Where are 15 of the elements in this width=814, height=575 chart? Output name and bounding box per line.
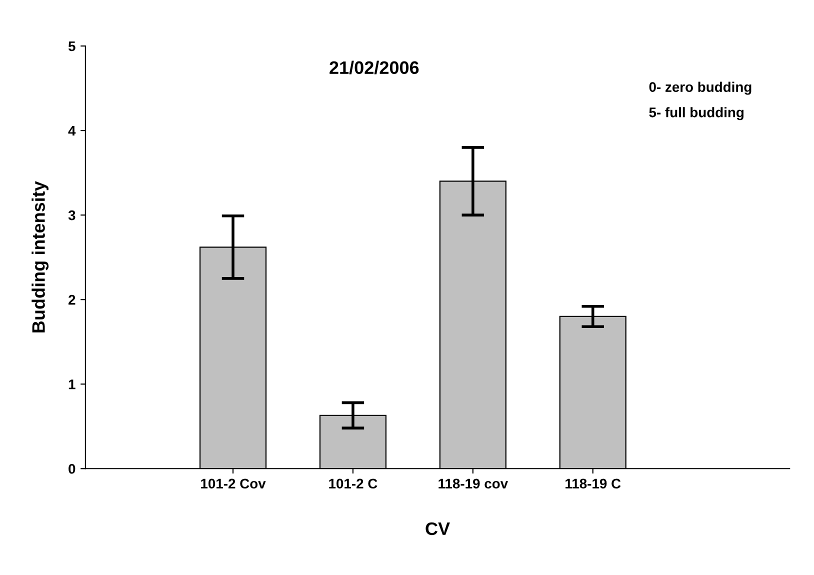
y-tick-label: 1 <box>68 380 76 390</box>
text: 21/02/2006 <box>330 60 419 74</box>
x-tick-label: 118-19 cov <box>438 478 508 489</box>
x-tick-label: 101-2 C <box>329 478 378 489</box>
y-tick-label: 4 <box>68 126 76 136</box>
x-tick-label: 101-2 Cov <box>201 478 266 489</box>
x-axis-title: CV <box>426 522 450 536</box>
y-tick-label: 0 <box>68 464 76 474</box>
annotation: 0- zero budding <box>649 82 752 95</box>
annotation: 5- full budding <box>649 107 744 120</box>
x-tick-label: 118-19 C <box>566 478 621 489</box>
y-tick-label: 2 <box>68 294 76 305</box>
y-axis-title: Budding intensity <box>32 181 49 332</box>
y-tick-label: 3 <box>68 210 76 220</box>
y-tick-label: 5 <box>68 41 76 52</box>
